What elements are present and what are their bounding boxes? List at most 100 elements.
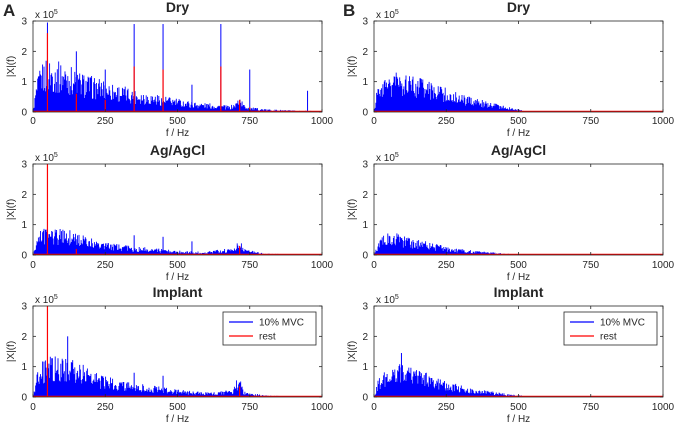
x-tick-label: 0 [30,402,36,413]
x-tick-label: 0 [371,402,377,413]
x-tick-label: 1000 [311,402,334,413]
x-tick-label: 750 [582,260,599,271]
x-tick-label: 1000 [652,402,675,413]
subplot-title: Ag/AgCl [150,142,205,158]
legend-label-rest: rest [259,332,276,343]
y-axis-label: |X|(f) [6,56,17,77]
x-tick-label: 0 [371,260,377,271]
x-tick-label: 500 [169,402,186,413]
y-exponent-base: x 10 [376,10,395,21]
x-tick-label: 750 [241,402,258,413]
y-tick-label: 2 [362,190,368,201]
x-tick-label: 0 [30,116,36,127]
x-axis-label: f / Hz [507,128,530,139]
panel-letter-a: A [3,1,15,20]
subplot-a-2: 0 250 500 750 1000 0 1 2 3 x 105 Ag/AgCl f / Hz |X|(… [6,142,334,283]
y-exponent-power: 5 [395,294,399,301]
plot-area [374,164,663,255]
y-exponent-base: x 10 [376,295,395,306]
subplot-title: Ag/AgCl [491,142,546,158]
x-tick-label: 250 [438,402,455,413]
y-exponent-power: 5 [395,152,399,159]
x-axis-label: f / Hz [166,414,189,425]
panel-letter-b: B [343,1,355,20]
subplot-b-3: 0 250 500 750 1000 0 1 2 3 x 105 Implant f / Hz |X|(… [347,284,675,425]
y-axis-label: |X|(f) [6,341,17,362]
x-tick-label: 0 [30,260,36,271]
y-tick-label: 3 [21,302,27,313]
x-tick-label: 250 [438,260,455,271]
x-tick-label: 500 [169,260,186,271]
x-tick-label: 0 [371,116,377,127]
y-tick-label: 2 [362,332,368,343]
x-tick-label: 1000 [652,116,675,127]
y-tick-label: 1 [362,77,368,88]
y-exponent-label: x 105 [35,294,58,306]
x-tick-label: 1000 [652,260,675,271]
x-axis-label: f / Hz [166,272,189,283]
y-axis-label: |X|(f) [347,199,358,220]
y-tick-label: 1 [362,220,368,231]
y-tick-label: 2 [21,47,27,58]
y-exponent-base: x 10 [35,295,54,306]
y-exponent-label: x 105 [376,9,399,21]
x-tick-label: 500 [510,402,527,413]
legend-label-10mvc: 10% MVC [259,318,304,329]
subplot-b-1: 0 250 500 750 1000 0 1 2 3 x 105 Dry f / Hz |X|(f) [347,0,675,139]
y-tick-label: 0 [362,393,368,404]
subplot-title: Implant [494,284,544,300]
x-axis-label: f / Hz [166,128,189,139]
y-tick-label: 3 [362,17,368,28]
y-exponent-label: x 105 [35,9,58,21]
y-tick-label: 2 [362,47,368,58]
y-tick-label: 3 [21,17,27,28]
subplot-a-3: 0 250 500 750 1000 0 1 2 3 x 105 Implant f / Hz |X|(… [6,284,334,425]
y-exponent-label: x 105 [376,152,399,164]
y-tick-label: 0 [362,251,368,262]
plot-area [33,164,322,255]
y-tick-label: 2 [21,190,27,201]
x-tick-label: 500 [510,116,527,127]
x-tick-label: 750 [582,116,599,127]
y-exponent-power: 5 [395,9,399,16]
y-exponent-power: 5 [54,152,58,159]
legend-box [222,311,317,346]
subplot-title: Dry [507,0,531,15]
y-tick-label: 3 [362,302,368,313]
y-exponent-base: x 10 [376,153,395,164]
legend: 10% MVC rest [222,311,317,346]
x-tick-label: 500 [510,260,527,271]
y-tick-label: 3 [21,160,27,171]
y-exponent-power: 5 [54,9,58,16]
x-tick-label: 250 [97,402,114,413]
y-exponent-label: x 105 [376,294,399,306]
y-tick-label: 0 [21,393,27,404]
y-tick-label: 1 [362,362,368,373]
y-exponent-base: x 10 [35,153,54,164]
legend-label-10mvc: 10% MVC [600,318,645,329]
y-tick-label: 2 [21,332,27,343]
y-tick-label: 0 [21,251,27,262]
x-tick-label: 750 [241,260,258,271]
legend-box [563,311,658,346]
y-tick-label: 3 [362,160,368,171]
x-tick-label: 250 [97,116,114,127]
y-axis-label: |X|(f) [6,199,17,220]
subplot-title: Implant [153,284,203,300]
y-tick-label: 0 [21,108,27,119]
x-tick-label: 250 [97,260,114,271]
legend: 10% MVC rest [563,311,658,346]
y-exponent-label: x 105 [35,152,58,164]
y-tick-label: 1 [21,362,27,373]
y-tick-label: 1 [21,220,27,231]
y-axis-label: |X|(f) [347,341,358,362]
y-exponent-power: 5 [54,294,58,301]
y-tick-label: 1 [21,77,27,88]
x-tick-label: 1000 [311,116,334,127]
subplot-b-2: 0 250 500 750 1000 0 1 2 3 x 105 Ag/AgCl f / Hz |X|(… [347,142,675,283]
subplot-title: Dry [166,0,190,15]
x-tick-label: 500 [169,116,186,127]
y-exponent-base: x 10 [35,10,54,21]
